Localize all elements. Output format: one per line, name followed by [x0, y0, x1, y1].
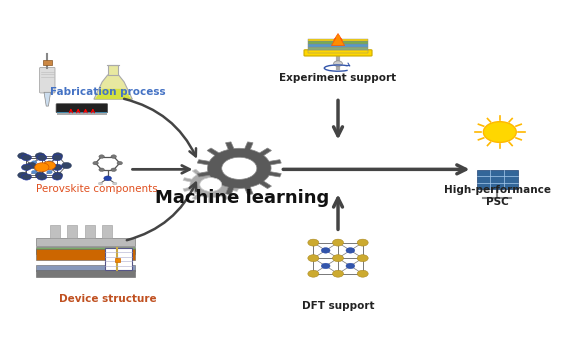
- Circle shape: [17, 153, 28, 159]
- FancyBboxPatch shape: [56, 104, 108, 113]
- FancyBboxPatch shape: [37, 247, 135, 254]
- Circle shape: [346, 248, 355, 253]
- FancyBboxPatch shape: [308, 44, 368, 47]
- FancyBboxPatch shape: [37, 265, 135, 271]
- Polygon shape: [95, 89, 132, 99]
- Circle shape: [26, 162, 37, 169]
- Circle shape: [222, 157, 257, 179]
- Circle shape: [333, 255, 343, 262]
- Circle shape: [47, 161, 52, 164]
- Circle shape: [346, 263, 355, 269]
- Text: Device structure: Device structure: [59, 294, 156, 304]
- Circle shape: [21, 164, 31, 170]
- Text: Fabrication process: Fabrication process: [50, 87, 165, 97]
- Circle shape: [308, 255, 319, 262]
- Circle shape: [47, 170, 52, 174]
- FancyBboxPatch shape: [102, 225, 112, 238]
- FancyBboxPatch shape: [304, 50, 372, 56]
- Bar: [57, 113, 107, 115]
- FancyBboxPatch shape: [105, 248, 132, 270]
- Polygon shape: [94, 75, 132, 99]
- FancyBboxPatch shape: [308, 50, 368, 52]
- Polygon shape: [332, 34, 345, 45]
- FancyBboxPatch shape: [308, 39, 368, 42]
- Circle shape: [357, 270, 368, 277]
- Polygon shape: [44, 92, 51, 106]
- FancyBboxPatch shape: [108, 65, 118, 75]
- FancyBboxPatch shape: [308, 47, 368, 50]
- Text: Machine learning: Machine learning: [155, 189, 329, 207]
- Text: High-performance
PSC: High-performance PSC: [443, 185, 551, 207]
- Circle shape: [333, 239, 343, 246]
- FancyBboxPatch shape: [37, 270, 135, 277]
- Circle shape: [98, 182, 103, 185]
- FancyBboxPatch shape: [308, 42, 368, 44]
- Text: Perovskite components: Perovskite components: [36, 184, 157, 194]
- FancyBboxPatch shape: [67, 225, 78, 238]
- Circle shape: [31, 170, 37, 174]
- Polygon shape: [197, 142, 281, 195]
- Circle shape: [334, 61, 342, 66]
- Circle shape: [308, 270, 319, 277]
- Circle shape: [35, 153, 45, 159]
- Circle shape: [17, 172, 28, 178]
- Circle shape: [31, 161, 37, 164]
- Circle shape: [35, 172, 45, 178]
- Bar: [43, 60, 52, 65]
- Circle shape: [112, 182, 117, 185]
- Circle shape: [483, 122, 516, 142]
- Circle shape: [104, 176, 111, 181]
- Circle shape: [21, 154, 31, 161]
- Bar: [115, 258, 120, 262]
- Circle shape: [52, 154, 62, 161]
- Text: DFT support: DFT support: [302, 301, 374, 311]
- Circle shape: [21, 174, 31, 180]
- Circle shape: [52, 174, 62, 180]
- Circle shape: [53, 172, 63, 178]
- Circle shape: [37, 174, 47, 180]
- Circle shape: [42, 161, 56, 170]
- Circle shape: [111, 155, 116, 158]
- Circle shape: [52, 164, 62, 170]
- FancyBboxPatch shape: [477, 170, 518, 189]
- Circle shape: [93, 161, 98, 165]
- Circle shape: [35, 163, 49, 172]
- FancyBboxPatch shape: [85, 225, 94, 238]
- Circle shape: [321, 263, 330, 269]
- Circle shape: [62, 162, 71, 169]
- Circle shape: [37, 154, 47, 161]
- Circle shape: [99, 155, 105, 158]
- Polygon shape: [183, 167, 238, 203]
- Circle shape: [308, 239, 319, 246]
- Circle shape: [117, 161, 123, 165]
- Text: Experiment support: Experiment support: [279, 74, 397, 84]
- Circle shape: [357, 239, 368, 246]
- Circle shape: [200, 178, 222, 192]
- Circle shape: [333, 270, 343, 277]
- Circle shape: [357, 255, 368, 262]
- FancyBboxPatch shape: [37, 238, 135, 246]
- Bar: [57, 112, 107, 113]
- Circle shape: [99, 168, 105, 171]
- FancyBboxPatch shape: [37, 249, 135, 260]
- FancyBboxPatch shape: [50, 225, 60, 238]
- Circle shape: [53, 153, 63, 159]
- Circle shape: [111, 168, 116, 171]
- Circle shape: [321, 248, 330, 253]
- FancyBboxPatch shape: [40, 67, 55, 93]
